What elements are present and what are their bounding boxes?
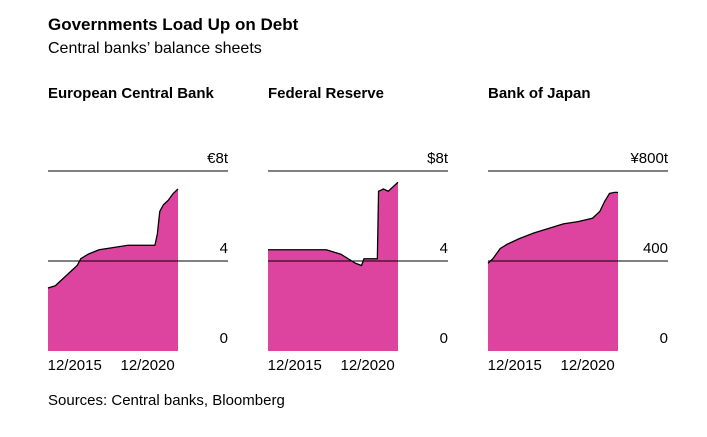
area-outline (47, 188, 179, 289)
y-tick-label: €8t (207, 150, 229, 167)
x-tick-label: 12/2020 (121, 357, 175, 374)
y-tick-label: 400 (643, 240, 668, 257)
x-tick-label: 12/2020 (561, 357, 615, 374)
y-tick-label: ¥800t (629, 150, 668, 167)
source: Sources: Central banks, Bloomberg (48, 392, 285, 409)
x-tick-label: 12/2015 (488, 357, 542, 374)
x-tick-label: 12/2015 (48, 357, 102, 374)
x-tick-label: 12/2020 (341, 357, 395, 374)
y-tick-label: 4 (220, 240, 228, 257)
area (488, 192, 618, 351)
y-tick-label: 0 (440, 330, 448, 347)
y-tick-label: 4 (440, 240, 448, 257)
area (268, 182, 398, 351)
y-tick-label: 0 (660, 330, 668, 347)
chart-subtitle: Central banks’ balance sheets (48, 40, 262, 57)
panel-title: European Central Bank (48, 85, 215, 102)
y-tick-label: 0 (220, 330, 228, 347)
panel-title: Bank of Japan (488, 85, 591, 102)
area-outline (268, 181, 399, 267)
area-outline (487, 191, 618, 264)
y-tick-label: $8t (427, 150, 449, 167)
panel-title: Federal Reserve (268, 85, 384, 102)
chart-title: Governments Load Up on Debt (48, 15, 299, 34)
x-tick-label: 12/2015 (268, 357, 322, 374)
area (48, 189, 178, 351)
